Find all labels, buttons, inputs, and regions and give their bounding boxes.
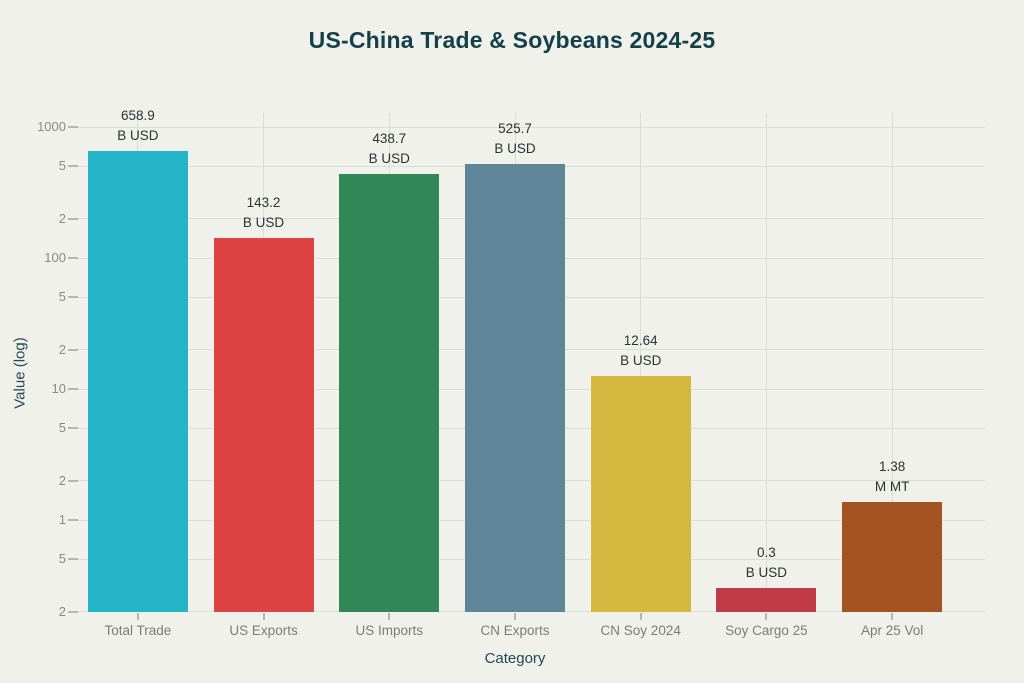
bar-us-exports xyxy=(213,237,314,612)
y-tick-mark xyxy=(68,427,78,430)
x-tick-mark xyxy=(639,612,642,620)
x-tick-mark xyxy=(891,612,894,620)
bar-value: 0.3 xyxy=(757,545,776,561)
x-tick-mark xyxy=(262,612,265,620)
bar-value-label: 438.7 B USD xyxy=(319,129,459,169)
bar-value-label: 658.9 B USD xyxy=(68,106,208,146)
y-tick-mark xyxy=(68,558,78,561)
category-label: CN Exports xyxy=(480,622,550,638)
bar-value-label: 143.2 B USD xyxy=(194,193,334,233)
category-label: Total Trade xyxy=(104,622,172,638)
bar-us-imports xyxy=(339,173,440,612)
y-tick-label: 2 xyxy=(58,472,66,488)
y-tick-label: 5 xyxy=(58,420,66,436)
y-tick-label: 100 xyxy=(44,250,66,265)
bar-unit: B USD xyxy=(620,352,662,368)
bar-unit: B USD xyxy=(494,140,536,156)
bar-value-label: 0.3 B USD xyxy=(696,543,836,583)
category-label: US Imports xyxy=(355,622,424,638)
y-tick-label: 10 xyxy=(51,381,66,396)
y-tick-label: 1 xyxy=(58,512,66,527)
bar-cn-soy-2024 xyxy=(590,375,691,612)
bar-apr-25-vol xyxy=(842,501,943,612)
bar-value-label: 12.64 B USD xyxy=(571,331,711,371)
bar-unit: B USD xyxy=(117,127,159,143)
bar-value: 143.2 xyxy=(246,194,281,210)
y-tick-mark xyxy=(68,348,78,351)
bar-unit: M MT xyxy=(874,478,910,494)
x-tick-mark xyxy=(136,612,139,620)
bar-cn-exports xyxy=(465,163,565,612)
bar-unit: B USD xyxy=(368,150,410,166)
y-tick-mark xyxy=(68,388,78,390)
y-tick-mark xyxy=(68,610,78,613)
bar-value-label: 1.38 M MT xyxy=(822,457,962,497)
bar-value: 1.38 xyxy=(879,458,906,474)
bar-value: 12.64 xyxy=(623,332,658,348)
bar-value-label: 525.7 B USD xyxy=(445,119,585,159)
bar-value: 658.9 xyxy=(120,107,155,123)
v-gridline xyxy=(640,113,642,612)
h-gridline xyxy=(70,611,985,613)
y-tick-label: 2 xyxy=(58,341,66,357)
y-tick-mark xyxy=(68,126,78,128)
category-label: CN Soy 2024 xyxy=(600,622,681,638)
x-tick-mark xyxy=(388,612,391,620)
y-tick-mark xyxy=(68,479,78,482)
category-label: US Exports xyxy=(229,622,298,638)
y-tick-label: 1000 xyxy=(37,119,66,134)
category-label: Soy Cargo 25 xyxy=(725,622,808,638)
h-gridline xyxy=(70,126,985,128)
bar-soy-cargo-25 xyxy=(716,588,817,612)
y-tick-label: 5 xyxy=(58,158,66,174)
x-tick-mark xyxy=(514,612,516,620)
bar-value: 525.7 xyxy=(498,120,532,136)
y-tick-mark xyxy=(68,165,78,168)
y-tick-mark xyxy=(68,296,78,299)
y-tick-label: 2 xyxy=(58,210,66,226)
bar-unit: B USD xyxy=(242,214,285,230)
v-gridline xyxy=(765,113,767,612)
chart-title: US-China Trade & Soybeans 2024-25 xyxy=(308,27,716,53)
y-tick-mark xyxy=(68,257,78,259)
category-label: Apr 25 Vol xyxy=(860,622,924,638)
v-gridline xyxy=(891,113,893,612)
y-tick-mark xyxy=(68,519,78,521)
bar-total-trade xyxy=(87,150,188,612)
y-tick-label: 5 xyxy=(58,289,66,305)
bar-unit: B USD xyxy=(745,565,788,581)
x-axis-title: Category xyxy=(484,650,546,667)
bar-value: 438.7 xyxy=(372,130,407,146)
y-tick-label: 2 xyxy=(58,603,66,619)
x-tick-mark xyxy=(765,612,768,620)
y-tick-mark xyxy=(68,217,78,220)
y-tick-label: 5 xyxy=(58,551,66,567)
